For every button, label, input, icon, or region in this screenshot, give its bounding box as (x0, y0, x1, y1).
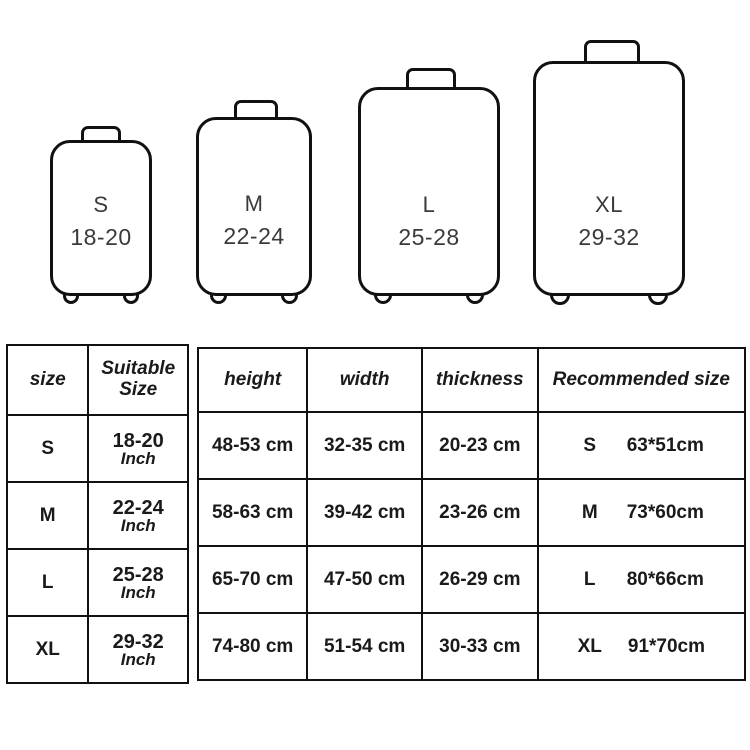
column-header-width: width (306, 347, 423, 413)
suitcase-handle-icon (234, 100, 278, 118)
suitcase-body: L 25-28 (358, 87, 500, 296)
table-header-row: size Suitable Size (5, 344, 189, 416)
suitcase-size-label: L (422, 192, 436, 217)
recommended-size-label: XL (577, 635, 602, 657)
suitcase-body: M 22-24 (196, 117, 312, 296)
luggage-illustration-row: S 18-20 M 22-24 L 25-28 (0, 0, 750, 330)
table-row: 74-80 cm 51-54 cm 30-33 cm XL 91*70cm (196, 612, 747, 681)
cell-suitable-size: 25-28 Inch (87, 548, 189, 617)
suitcase-label-group: XL 29-32 (536, 189, 682, 254)
cell-suitable-size: 29-32 Inch (87, 615, 189, 684)
suitcase-handle-icon (584, 40, 640, 62)
column-header-height: height (196, 347, 309, 413)
recommended-size-dimension: 73*60cm (626, 501, 704, 523)
suitcase-range-label: 25-28 (398, 223, 460, 250)
cell-size: S (5, 414, 90, 483)
cell-width: 39-42 cm (306, 478, 423, 547)
cell-thickness: 20-23 cm (420, 411, 539, 480)
suitcase-label-group: S 18-20 (53, 189, 149, 254)
cell-suitable-size: 18-20 Inch (87, 414, 189, 483)
suitcase-body: XL 29-32 (533, 61, 685, 296)
cell-thickness: 23-26 cm (420, 478, 539, 547)
cell-height: 65-70 cm (196, 545, 309, 614)
suitcase-range-label: 22-24 (223, 222, 285, 249)
suitcase-l: L 25-28 (358, 0, 500, 330)
suitcase-size-label: XL (595, 192, 623, 217)
cell-recommended-size: M 73*60cm (536, 478, 747, 547)
dimension-table: height width thickness Recommended size … (196, 347, 747, 681)
table-row: L 25-28 Inch (5, 548, 189, 617)
suitable-value: 25-28 (112, 563, 164, 586)
column-header-size: size (5, 344, 90, 416)
recommended-size-label: M (581, 501, 598, 523)
recommended-size-label: L (583, 568, 596, 590)
table-row: S 18-20 Inch (5, 414, 189, 483)
suitable-unit: Inch (120, 582, 156, 602)
suitable-value: 29-32 (112, 630, 164, 653)
cell-width: 32-35 cm (306, 411, 423, 480)
cell-size: XL (5, 615, 90, 684)
cell-width: 47-50 cm (306, 545, 423, 614)
recommended-size-dimension: 91*70cm (627, 635, 705, 657)
table-row: 48-53 cm 32-35 cm 20-23 cm S 63*51cm (196, 411, 747, 480)
cell-suitable-size: 22-24 Inch (87, 481, 189, 550)
suitcase-handle-icon (406, 68, 456, 88)
suitcase-label-group: L 25-28 (361, 189, 497, 254)
size-reference-table: size Suitable Size S 18-20 Inch M 22-24 … (5, 344, 189, 684)
suitable-unit: Inch (120, 649, 156, 669)
suitable-value: 22-24 (112, 496, 164, 519)
suitcase-xl: XL 29-32 (533, 0, 685, 330)
suitcase-m: M 22-24 (196, 0, 312, 330)
cell-recommended-size: L 80*66cm (536, 545, 747, 614)
suitcase-handle-icon (81, 126, 121, 142)
suitcase-size-label: M (244, 191, 264, 216)
suitcase-range-label: 29-32 (578, 223, 640, 250)
cell-recommended-size: XL 91*70cm (536, 612, 747, 681)
column-header-thickness: thickness (420, 347, 539, 413)
suitable-unit: Inch (120, 448, 156, 468)
recommended-size-dimension: 63*51cm (626, 434, 704, 456)
cell-size: M (5, 481, 90, 550)
recommended-size-dimension: 80*66cm (626, 568, 704, 590)
table-row: XL 29-32 Inch (5, 615, 189, 684)
recommended-size-label: S (583, 434, 597, 456)
table-row: 58-63 cm 39-42 cm 23-26 cm M 73*60cm (196, 478, 747, 547)
table-row: M 22-24 Inch (5, 481, 189, 550)
suitcase-range-label: 18-20 (70, 223, 132, 250)
cell-height: 58-63 cm (196, 478, 309, 547)
cell-size: L (5, 548, 90, 617)
cell-height: 74-80 cm (196, 612, 309, 681)
column-header-recommended-size: Recommended size (536, 347, 747, 413)
table-row: 65-70 cm 47-50 cm 26-29 cm L 80*66cm (196, 545, 747, 614)
cell-height: 48-53 cm (196, 411, 309, 480)
suitable-value: 18-20 (112, 429, 164, 452)
suitable-unit: Inch (120, 515, 156, 535)
cell-recommended-size: S 63*51cm (536, 411, 747, 480)
suitcase-s: S 18-20 (50, 0, 152, 330)
cell-width: 51-54 cm (306, 612, 423, 681)
cell-thickness: 26-29 cm (420, 545, 539, 614)
suitcase-body: S 18-20 (50, 140, 152, 296)
column-header-suitable: Suitable Size (87, 344, 189, 416)
cell-thickness: 30-33 cm (420, 612, 539, 681)
suitcase-label-group: M 22-24 (199, 188, 309, 253)
table-header-row: height width thickness Recommended size (196, 347, 747, 413)
suitcase-size-label: S (93, 192, 109, 217)
